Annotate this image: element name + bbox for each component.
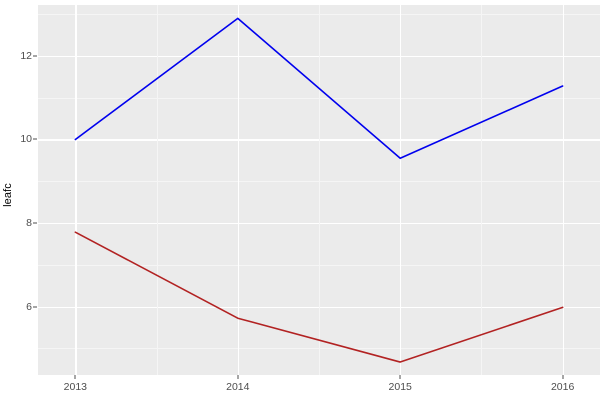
- grid-major-vertical: [237, 5, 239, 375]
- grid-major-vertical: [562, 5, 564, 375]
- grid-minor-vertical: [319, 5, 320, 375]
- y-tick-label: 10: [20, 133, 32, 146]
- grid-major-vertical: [75, 5, 77, 375]
- y-axis-tick-labels: 6 8 10 12: [0, 0, 32, 400]
- series-line-red-series: [74, 231, 564, 363]
- x-tick-mark: [562, 375, 564, 379]
- y-tick-mark: [33, 55, 37, 57]
- series-layer: [74, 17, 564, 363]
- plot-panel: [38, 5, 600, 375]
- grid-major-vertical: [400, 5, 402, 375]
- x-tick-label: 2015: [388, 381, 412, 393]
- series-line-blue-series: [74, 17, 564, 160]
- grid-minor-vertical: [156, 5, 158, 375]
- grid-minor-vertical: [481, 5, 483, 375]
- y-tick-label: 6: [26, 300, 32, 313]
- y-tick-mark: [33, 222, 37, 224]
- y-tick-mark: [33, 138, 37, 140]
- x-tick-label: 2016: [550, 381, 575, 393]
- x-tick-label: 2013: [63, 381, 88, 393]
- y-tick-mark: [33, 306, 37, 307]
- x-tick-mark: [237, 375, 239, 379]
- x-tick-label: 2014: [226, 381, 250, 393]
- x-tick-mark: [399, 375, 401, 379]
- y-tick-label: 8: [26, 216, 32, 229]
- x-tick-mark: [74, 375, 76, 379]
- y-tick-label: 12: [20, 49, 32, 62]
